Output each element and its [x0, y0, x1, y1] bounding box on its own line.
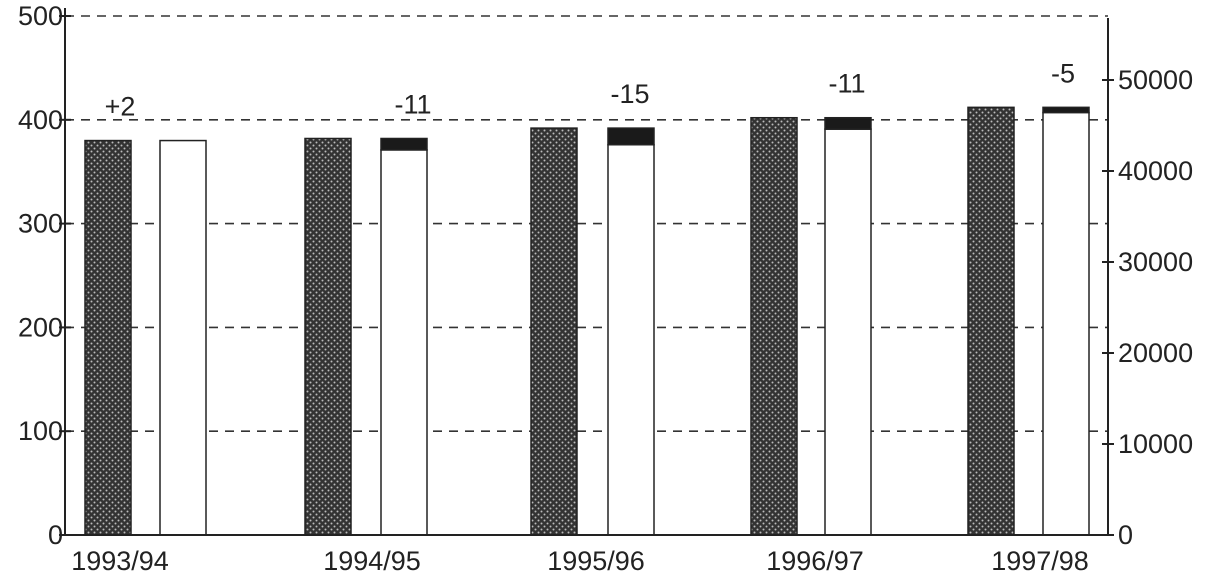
white-bar: [824, 128, 872, 536]
left-tick-label: 200: [18, 312, 63, 342]
category-label: 1994/95: [323, 546, 421, 576]
right-tick-label: 30000: [1118, 247, 1193, 277]
category-label: 1993/94: [71, 546, 169, 576]
left-tick-label: 0: [48, 520, 63, 550]
category-label: 1997/98: [991, 546, 1089, 576]
shortfall-segment: [380, 137, 428, 151]
dark-bar: [84, 139, 132, 536]
white-bar: [1042, 111, 1090, 536]
data-annotation: -11: [394, 89, 431, 119]
category-label: 1995/96: [547, 546, 645, 576]
bars: [84, 106, 1090, 536]
right-tick-label: 10000: [1118, 429, 1193, 459]
right-tick-label: 20000: [1118, 338, 1193, 368]
dark-bar: [750, 116, 798, 536]
gridlines: [65, 15, 1108, 433]
data-annotation: -15: [610, 79, 649, 109]
dark-bar: [967, 106, 1015, 536]
right-tick-label: 0: [1118, 520, 1133, 550]
white-bar: [607, 143, 655, 536]
shortfall-segment: [607, 127, 655, 146]
right-tick-label: 40000: [1118, 156, 1193, 186]
left-tick-label: 400: [18, 105, 63, 135]
dark-bar: [530, 127, 578, 536]
right-tick-label: 50000: [1118, 65, 1193, 95]
shortfall-segment: [824, 116, 872, 130]
category-label: 1996/97: [766, 546, 864, 576]
left-tick-label: 300: [18, 209, 63, 239]
shortfall-segment: [1042, 106, 1090, 114]
white-bar: [159, 139, 207, 536]
dark-bar: [304, 137, 352, 536]
left-tick-label: 100: [18, 416, 63, 446]
labels: 0 100 200 300 400 500 0 10000 20000 30000 40000 500…: [18, 1, 1193, 576]
data-annotation: -11: [828, 69, 865, 99]
data-annotation: -5: [1051, 58, 1075, 88]
data-annotation: +2: [105, 92, 136, 122]
left-tick-label: 500: [18, 1, 63, 31]
axes: [59, 8, 1114, 536]
white-bar: [380, 149, 428, 536]
